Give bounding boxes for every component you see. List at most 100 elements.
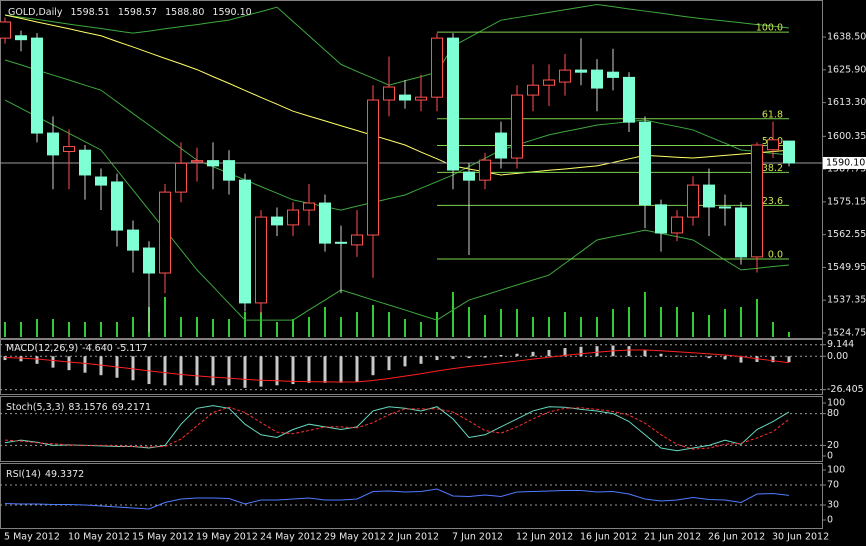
x-tick-label: 21 Jun 2012 [644,532,701,543]
macd-bar [771,356,775,363]
fib-label: 100.0 [756,23,783,34]
macd-bar [3,356,7,361]
macd-bar [691,356,695,357]
candle-body [207,160,219,167]
header-value: 1598.51 [71,7,110,18]
candle-body [287,209,299,226]
macd-bar [483,356,487,358]
volume-bar [132,317,134,337]
y-tick-label: 1613.30 [827,97,866,108]
candle-body [15,35,27,41]
volume-bar [580,317,582,337]
volume-bar [612,309,614,337]
y-tick-label: 30 [827,500,839,511]
y-tick-label: 100 [827,398,845,409]
y-tick-label: 1537.35 [827,295,866,306]
y-tick-label: 0 [827,451,833,462]
volume-bar [68,322,70,337]
volume-bar [116,322,118,337]
volume-bar [692,312,694,337]
candle-body [79,149,91,176]
macd-bar [179,356,183,386]
candle-body [31,37,43,134]
candle-body [351,234,363,246]
y-tick-label: 0 [827,515,833,526]
volume-bar [516,309,518,337]
macd-bar [723,356,727,360]
volume-bar [308,317,310,337]
rsi-panel-frame [0,463,823,529]
indicator-line [4,349,790,383]
candle-body [271,216,283,226]
indicator-value: 83.1576 [68,402,107,413]
volume-bar [356,312,358,337]
volume-bar [212,319,214,337]
volume-bar [164,297,166,337]
volume-bar [244,312,246,337]
volume-bar [788,332,790,337]
candle-body [655,204,667,234]
macd-bar [51,356,55,368]
macd-bar [355,356,359,382]
indicator-line [4,59,790,211]
candle-body [559,69,571,83]
candle-body [767,139,779,151]
x-tick-label: 10 May 2012 [68,532,130,543]
volume-bar [740,307,742,337]
macd-bar [323,356,327,383]
volume-bar [100,322,102,337]
macd-bar [707,356,711,359]
indicator-value: 49.3372 [45,469,84,480]
y-tick-label: 80 [827,408,839,419]
x-tick-label: 30 Jun 2012 [772,532,829,543]
candle-body [0,21,11,39]
candle-body [63,146,75,153]
candle-body [47,132,59,156]
volume-bar [772,322,774,337]
symbol: GOLD,Daily [8,7,63,18]
candle-body [527,84,539,96]
y-tick-label: 1587.75 [827,164,866,175]
x-tick-label: 26 Jun 2012 [708,532,765,543]
macd-bar [99,356,103,376]
volume-bar [708,315,710,337]
macd-bar [387,356,391,371]
macd-bar [659,353,663,357]
macd-bar [275,356,279,386]
macd-bar [531,351,535,357]
y-tick-label: 70 [827,480,839,491]
volume-bar [340,317,342,337]
volume-bar [500,309,502,337]
candle-body [719,206,731,209]
candle-body [335,241,347,244]
y-tick-label: 1625.90 [827,64,866,75]
macd-bar [643,349,647,357]
macd-bar [403,356,407,367]
volume-bar [660,307,662,337]
macd-bar [371,356,375,376]
x-tick-label: 12 Jun 2012 [516,532,573,543]
candle-body [95,176,107,186]
macd-bar [83,356,87,373]
macd-bar [739,356,743,363]
candle-body [175,162,187,193]
x-tick-label: 7 Jun 2012 [452,532,503,543]
y-tick-label: 1600.35 [827,131,866,142]
candle-body [751,144,763,258]
macd-bar [131,356,135,381]
y-tick-label: 0.00 [827,351,848,362]
fib-label: 61.8 [762,109,783,120]
macd-bar [675,355,679,357]
macd-bar [259,356,263,387]
volume-bar [20,322,22,337]
candle-body [319,202,331,244]
fib-label: 0.0 [768,249,783,260]
volume-bar [196,317,198,337]
volume-bar [644,292,646,337]
candle-body [639,121,651,206]
candle-body [543,79,555,86]
candle-body [575,69,587,73]
volume-bar [436,312,438,337]
